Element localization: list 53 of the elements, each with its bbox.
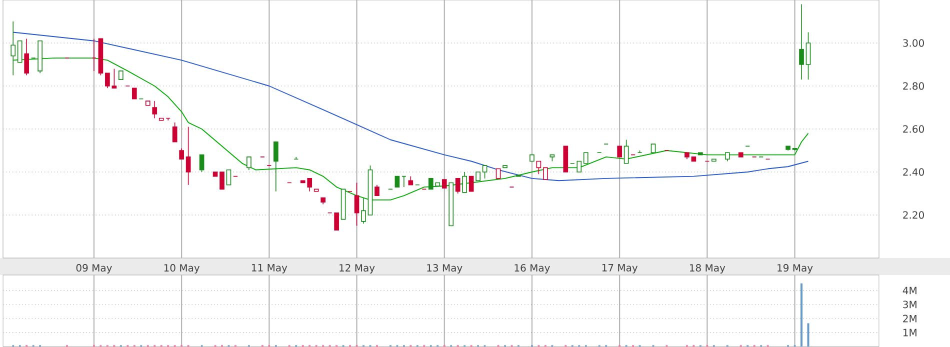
candlestick — [220, 172, 224, 190]
candlestick — [374, 184, 380, 196]
y-tick-label: 2.80 — [903, 82, 924, 90]
y-tick-label: 2.40 — [903, 168, 924, 176]
x-tick-label: 13 May — [427, 264, 462, 274]
candlestick — [455, 178, 460, 194]
candlestick — [172, 122, 178, 142]
x-tick-label: 19 May — [778, 264, 813, 274]
y-tick-label: 1M — [903, 328, 916, 336]
x-tick-label: 10 May — [164, 264, 200, 274]
candlestick — [496, 168, 501, 179]
x-tick-label: 12 May — [340, 264, 375, 274]
candlestick — [583, 152, 588, 164]
y-tick-label: 2.60 — [903, 125, 924, 133]
candlestick — [186, 126, 191, 186]
y-tick-label: 2.20 — [903, 211, 924, 219]
candlestick — [132, 88, 137, 100]
line-series — [12, 32, 809, 182]
candlestick — [273, 142, 278, 192]
candlestick — [543, 167, 548, 180]
candlestick — [624, 139, 629, 164]
candlestick — [806, 32, 811, 80]
candlestick — [226, 169, 232, 186]
y-tick-label: 2M — [903, 314, 916, 322]
candlestick — [617, 146, 622, 158]
candlestick — [394, 176, 400, 188]
candlestick — [468, 176, 474, 192]
candlestick — [105, 72, 110, 89]
y-tick-label: 3.00 — [903, 39, 924, 47]
candlestick — [10, 21, 16, 76]
x-tick-label: 11 May — [252, 264, 288, 274]
x-tick-label: 09 May — [76, 264, 112, 274]
candlestick — [152, 100, 158, 119]
candlestick — [179, 148, 184, 160]
candlestick — [799, 4, 804, 80]
bar — [800, 283, 803, 347]
y-tick-label: 3M — [903, 300, 916, 308]
candlestick — [354, 182, 360, 226]
candlestick — [576, 160, 582, 172]
x-tick-label: 16 May — [514, 264, 550, 274]
candlestick — [17, 40, 22, 63]
x-tick-label: 17 May — [602, 264, 638, 274]
candlestick — [24, 38, 30, 76]
candlestick — [536, 160, 542, 175]
candlestick — [246, 156, 252, 170]
candlestick — [199, 154, 204, 172]
candlestick — [462, 172, 468, 193]
candlestick — [112, 68, 117, 89]
candlestick — [334, 212, 339, 230]
y-tick-label: 4M — [902, 286, 916, 294]
x-tick-label: 18 May — [690, 264, 726, 274]
candlestick — [482, 165, 488, 179]
candlestick — [361, 197, 366, 224]
